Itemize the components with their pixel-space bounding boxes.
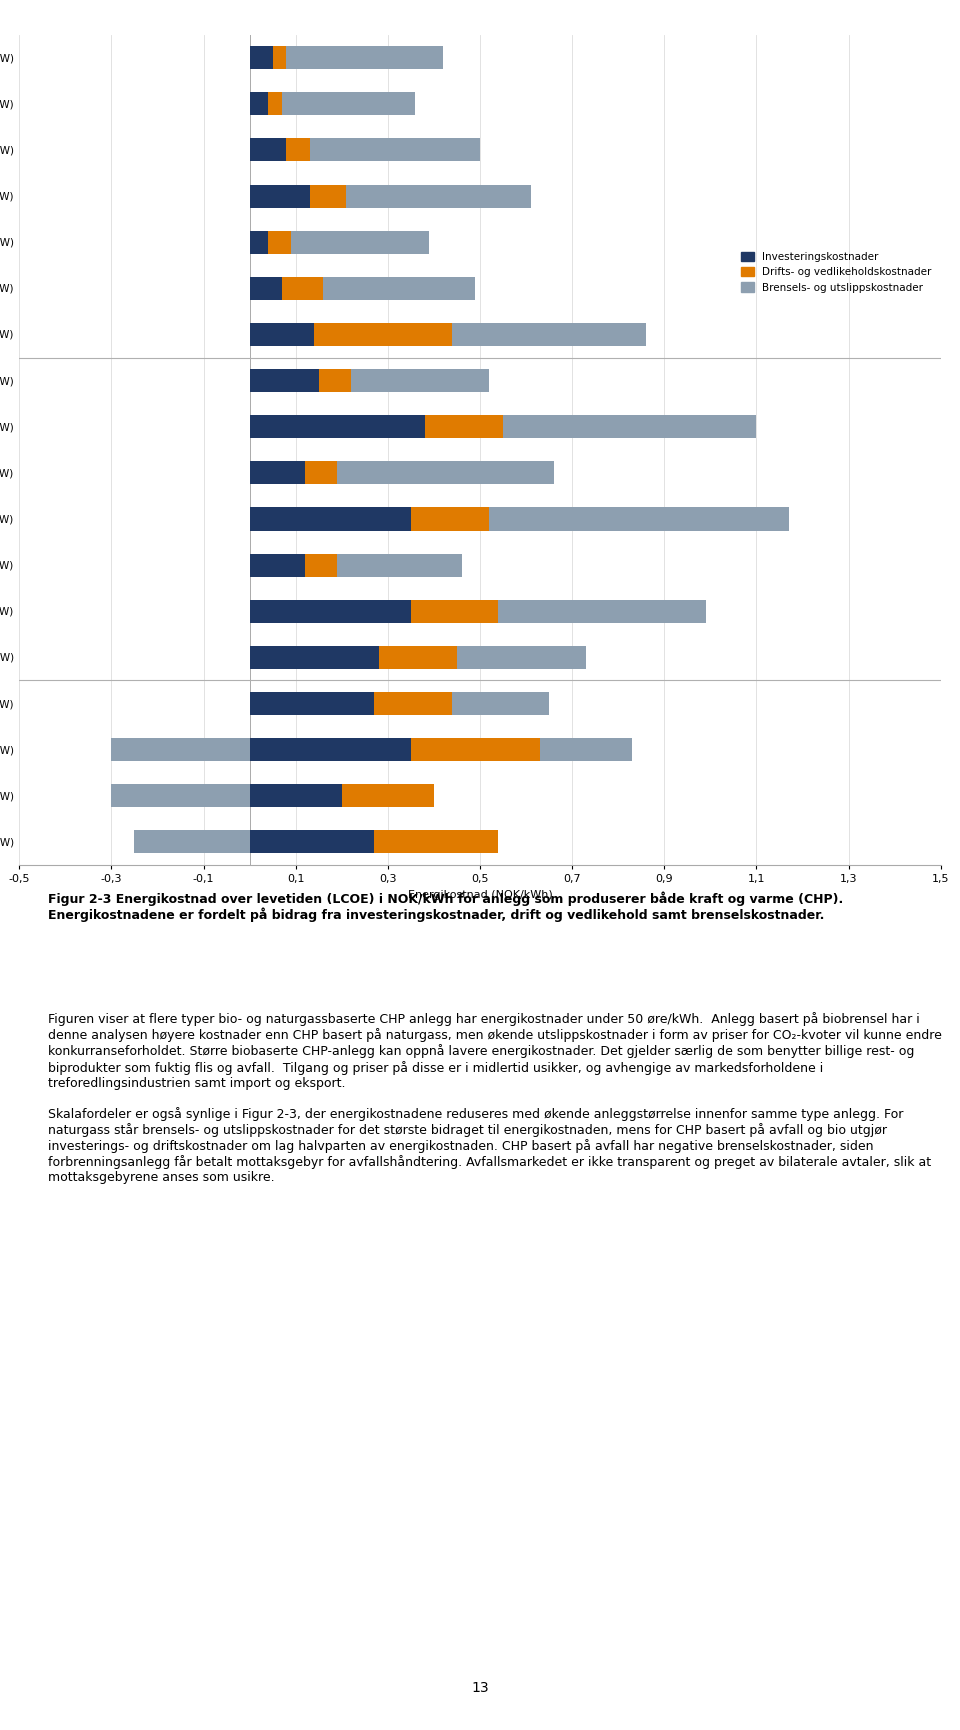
Bar [286,47,444,69]
Bar [411,600,498,623]
Bar [250,507,411,531]
Text: Figur 2-3 Energikostnad over levetiden (LCOE) i NOK/kWh for anlegg som produsere: Figur 2-3 Energikostnad over levetiden (… [48,891,843,922]
Bar [411,739,540,761]
Bar [324,277,475,299]
Bar [490,507,789,531]
Bar [503,415,756,438]
Bar [250,230,268,254]
Bar [411,507,490,531]
Bar [286,138,309,161]
Bar [374,692,452,714]
Bar [424,415,503,438]
Bar [291,230,429,254]
Bar [250,368,319,393]
Bar [342,784,434,808]
Bar [282,92,416,116]
Bar [250,600,411,623]
Bar [309,185,347,208]
Bar [250,739,411,761]
Bar [250,830,374,853]
Text: Figuren viser at flere typer bio- og naturgassbaserte CHP anlegg har energikostn: Figuren viser at flere typer bio- og nat… [48,1012,942,1183]
Bar [305,554,337,576]
Bar [111,739,250,761]
Bar [250,324,314,346]
Bar [250,415,424,438]
X-axis label: Energikostnad (NOK/kWh): Energikostnad (NOK/kWh) [408,889,552,900]
Bar [250,47,273,69]
Bar [250,277,282,299]
Bar [378,645,457,670]
Bar [250,462,305,484]
Bar [457,645,586,670]
Bar [250,92,268,116]
Bar [314,324,452,346]
Bar [540,739,632,761]
Bar [337,462,554,484]
Bar [282,277,324,299]
Bar [309,138,480,161]
Bar [452,324,646,346]
Text: 13: 13 [471,1682,489,1695]
Bar [319,368,351,393]
Bar [134,830,250,853]
Bar [250,138,286,161]
Bar [268,230,291,254]
Bar [351,368,490,393]
Bar [268,92,282,116]
Bar [250,185,309,208]
Bar [374,830,498,853]
Bar [250,692,374,714]
Bar [250,784,342,808]
Bar [498,600,706,623]
Bar [347,185,531,208]
Bar [111,784,250,808]
Bar [250,554,305,576]
Bar [273,47,286,69]
Bar [452,692,549,714]
Bar [337,554,462,576]
Bar [305,462,337,484]
Legend: Investeringskostnader, Drifts- og vedlikeholdskostnader, Brensels- og utslippsko: Investeringskostnader, Drifts- og vedlik… [737,247,936,298]
Bar [250,645,378,670]
